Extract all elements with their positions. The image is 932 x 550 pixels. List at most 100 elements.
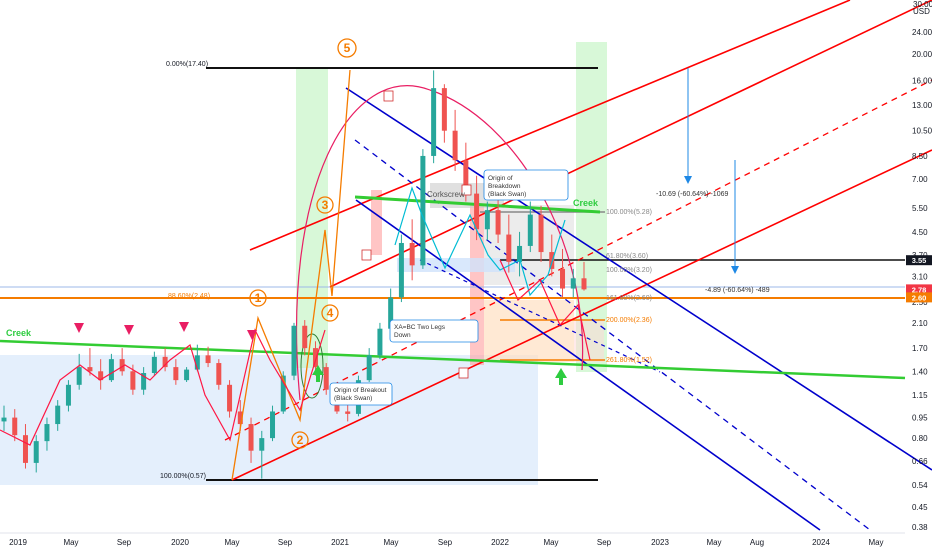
candle-body xyxy=(312,348,318,368)
price-tag-label: 2.60 xyxy=(912,293,927,302)
y-tick-label: 0.80 xyxy=(912,434,928,443)
candle-body xyxy=(431,88,437,156)
x-tick-label: Aug xyxy=(750,538,764,547)
price-tag-bg xyxy=(906,284,932,295)
y-axis: 24.00 20.00 16.00 13.00 10.50 8.50 7.00 5.50 4.5… xyxy=(912,28,932,532)
creek-right-label: Creek xyxy=(573,198,599,208)
orange-zone xyxy=(484,300,574,362)
x-tick-label: 2019 xyxy=(9,538,27,547)
price-tags: 3.55 2.782.60 xyxy=(906,255,932,303)
candle-body xyxy=(484,210,490,230)
svg-text:161.80%(2.60): 161.80%(2.60) xyxy=(606,295,652,302)
price-tag-label: 2.78 xyxy=(912,285,927,294)
candle-body xyxy=(130,371,136,390)
svg-text:100.00%(0.57): 100.00%(0.57) xyxy=(160,473,206,480)
wave-path-red-2 xyxy=(499,259,591,361)
y-tick-label: 0.66 xyxy=(912,457,928,466)
y-tick-label: 0.54 xyxy=(912,481,928,490)
price-tag-bg xyxy=(906,255,932,266)
candle-body xyxy=(409,242,415,266)
x-tick-label: 2022 xyxy=(491,538,509,547)
x-tick-label: 2024 xyxy=(812,538,830,547)
wave-2-label: 2 xyxy=(297,433,304,447)
candle-body xyxy=(538,214,544,253)
candle-body xyxy=(216,363,222,385)
unit-label: USD xyxy=(913,7,930,16)
candle-body xyxy=(560,268,566,289)
candle-body xyxy=(12,417,18,436)
x-tick-label: May xyxy=(224,538,239,547)
candle-body xyxy=(377,328,383,356)
y-tick-label: 1.70 xyxy=(912,344,928,353)
x-tick-label: 2023 xyxy=(651,538,669,547)
candle-body xyxy=(463,160,469,194)
x-tick-label: Sep xyxy=(278,538,293,547)
note-breakdown: Origin of Breakdown (Black Swan) xyxy=(488,175,526,198)
candle-body xyxy=(44,424,50,442)
price-tag-bg xyxy=(906,292,932,303)
y-tick-label: 4.50 xyxy=(912,228,928,237)
blue-box-small xyxy=(397,258,515,272)
red-channel-dash xyxy=(224,79,932,441)
candle-body xyxy=(323,367,329,390)
candle-body xyxy=(65,384,71,406)
blue-channel-dash xyxy=(354,139,871,531)
candle-body xyxy=(517,245,523,262)
candle-body xyxy=(173,367,179,381)
x-axis: 2019 May Sep 2020 May Sep 2021 May Sep 2022 May Sep… xyxy=(0,532,905,547)
red-channel-1 xyxy=(231,149,932,481)
candle-body xyxy=(420,155,426,266)
fib-labels: 0.00%(17.40) 100.00%(0.57) 88.60%(2.48) … xyxy=(160,61,652,480)
svg-text:200.00%(2.36): 200.00%(2.36) xyxy=(606,317,652,324)
y-tick-label: 24.00 xyxy=(912,28,932,37)
y-tick-label: 10.50 xyxy=(912,127,932,136)
candle-body xyxy=(388,297,394,329)
blue-channel-1 xyxy=(345,87,932,471)
candle-body xyxy=(151,356,157,374)
candle-body xyxy=(162,356,168,368)
candle-body xyxy=(366,355,372,381)
candle-body xyxy=(22,435,28,463)
green-zone-left xyxy=(296,68,328,368)
green-ellipse xyxy=(300,333,324,399)
notes: Creek Creek Corkscrew Origin of Breakout… xyxy=(6,169,770,406)
candle-body xyxy=(302,325,308,349)
y-tick-label: 3.10 xyxy=(912,272,928,281)
green-arrow-1 xyxy=(312,365,324,382)
y-tick-label: 1.40 xyxy=(912,367,928,376)
green-arrow-2 xyxy=(555,368,567,385)
candle-body xyxy=(108,359,114,381)
x-tick-label: May xyxy=(383,538,398,547)
candles xyxy=(1,70,587,479)
x-tick-label: Sep xyxy=(117,538,132,547)
candle-body xyxy=(55,405,61,425)
wave-path-blue xyxy=(394,186,566,297)
wave-counts: 1 2 3 4 5 xyxy=(249,38,357,449)
wave-3-label: 3 xyxy=(322,198,329,212)
x-tick-label: May xyxy=(543,538,558,547)
y-tick-label: 1.15 xyxy=(912,391,928,400)
magenta-arrows xyxy=(74,322,257,340)
candle-body xyxy=(441,88,447,131)
x-tick-label: 2020 xyxy=(171,538,189,547)
candle-body xyxy=(280,375,286,412)
x-tick-label: May xyxy=(63,538,78,547)
y-tick-label: 2.10 xyxy=(912,319,928,328)
candle-body xyxy=(506,234,512,262)
x-tick-label: Sep xyxy=(597,538,612,547)
x-tick-label: May xyxy=(706,538,721,547)
candle-body xyxy=(227,384,233,412)
candle-body xyxy=(570,278,576,289)
svg-text:61.80%(3.60): 61.80%(3.60) xyxy=(606,253,648,260)
x-tick-label: Sep xyxy=(438,538,453,547)
candle-body xyxy=(87,367,93,372)
candle-body xyxy=(1,417,7,422)
candle-body xyxy=(248,424,254,451)
ellipses xyxy=(296,85,584,401)
candle-body xyxy=(76,367,82,385)
y-tick-label: 2.50 xyxy=(912,298,928,307)
svg-text:100.00%(5.28): 100.00%(5.28) xyxy=(606,209,652,216)
svg-text:261.80%(1.52): 261.80%(1.52) xyxy=(606,357,652,364)
candle-body xyxy=(398,242,404,298)
